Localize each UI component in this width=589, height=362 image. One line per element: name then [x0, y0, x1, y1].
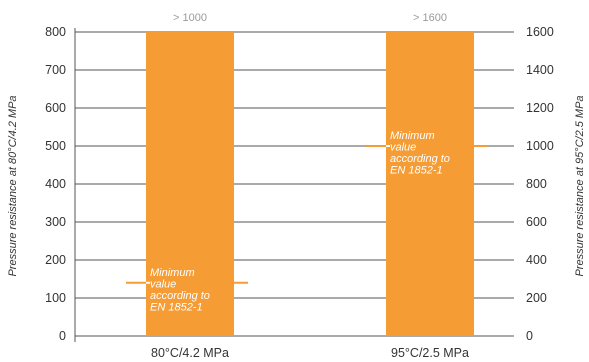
bar-value-labels: > 1000 > 1600 [173, 12, 447, 24]
left-axis-title: Pressure resistance at 80°C/4.2 MPa [7, 95, 19, 276]
bar [386, 32, 474, 336]
category-label: 80°C/4.2 MPa [151, 346, 229, 360]
left-tick-label: 700 [45, 63, 66, 77]
left-tick-label: 0 [59, 329, 66, 343]
left-tick-label: 800 [45, 25, 66, 39]
right-tick-label: 1200 [526, 101, 554, 115]
right-tick-label: 1400 [526, 63, 554, 77]
category-labels: 80°C/4.2 MPa 95°C/2.5 MPa [151, 346, 469, 360]
annotation-line: according to [150, 290, 210, 302]
annotation-line: value [390, 142, 416, 154]
right-axis: 0 200 400 600 800 1000 1200 1400 1600 [526, 25, 554, 343]
right-tick-label: 200 [526, 291, 547, 305]
right-tick-label: 1600 [526, 25, 554, 39]
right-tick-label: 400 [526, 253, 547, 267]
left-tick-label: 300 [45, 215, 66, 229]
annotation-line: according to [390, 153, 450, 165]
bar-value-label: > 1600 [413, 12, 447, 24]
right-tick-label: 0 [526, 329, 533, 343]
right-tick-label: 800 [526, 177, 547, 191]
annotation-line: value [150, 278, 176, 290]
annotation-line: Minimum [390, 130, 435, 142]
right-axis-title: Pressure resistance at 95°C/2.5 MPa [574, 95, 586, 276]
bar-value-label: > 1000 [173, 12, 207, 24]
left-tick-label: 600 [45, 101, 66, 115]
left-tick-label: 400 [45, 177, 66, 191]
right-tick-label: 600 [526, 215, 547, 229]
left-tick-label: 100 [45, 291, 66, 305]
category-label: 95°C/2.5 MPa [391, 346, 469, 360]
annotation-line: Minimum [150, 267, 195, 279]
right-tick-label: 1000 [526, 139, 554, 153]
left-tick-label: 200 [45, 253, 66, 267]
annotation-line: EN 1852-1 [150, 301, 203, 313]
left-axis: 0 100 200 300 400 500 600 700 800 [45, 25, 75, 343]
left-tick-label: 500 [45, 139, 66, 153]
annotation-line: EN 1852-1 [390, 165, 443, 177]
